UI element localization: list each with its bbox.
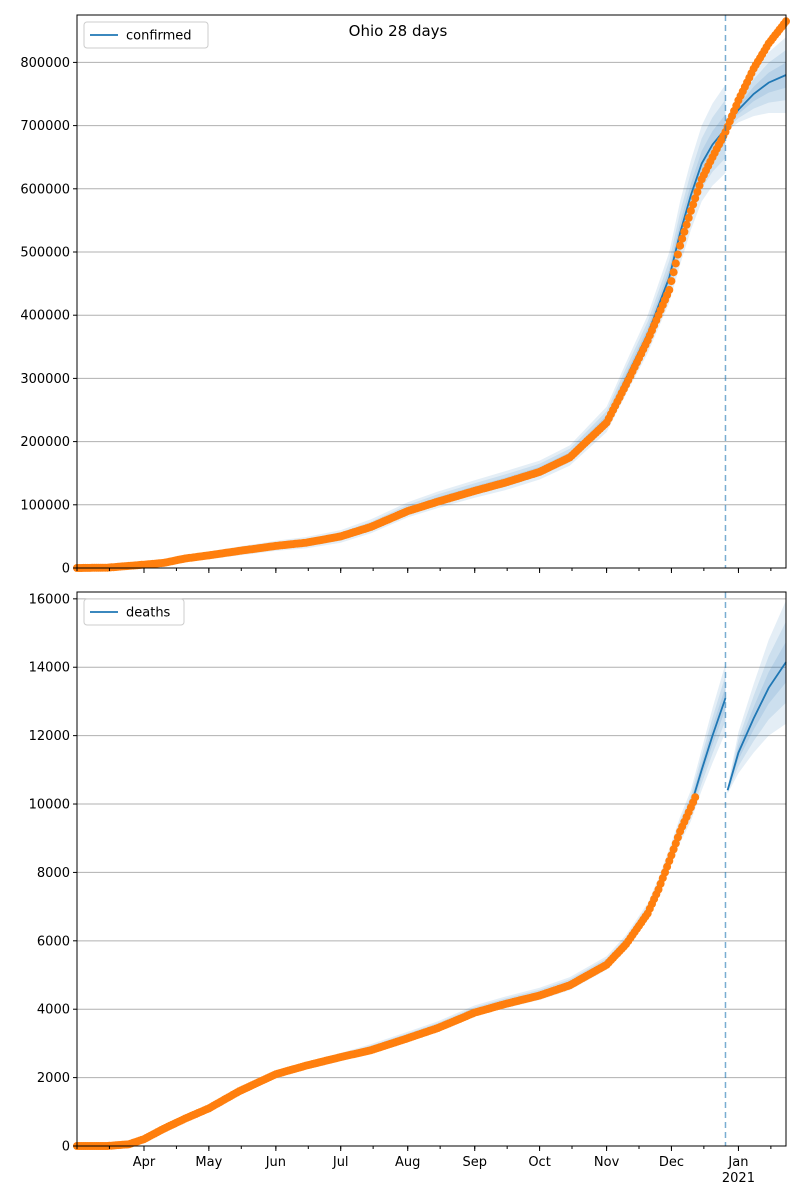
x-tick-label: Jun bbox=[265, 1155, 286, 1170]
observed-point bbox=[686, 206, 695, 215]
forecast-line bbox=[726, 661, 787, 791]
legend-box bbox=[83, 598, 185, 626]
x-tick-label: Nov bbox=[594, 1155, 620, 1170]
legend-label: deaths bbox=[126, 606, 171, 621]
chart-title: Ohio 28 days bbox=[349, 22, 448, 40]
y-tick-label: 0 bbox=[62, 1140, 70, 1155]
x-tick-label: Apr bbox=[133, 1155, 156, 1170]
y-tick-label: 500000 bbox=[20, 246, 70, 261]
y-tick-label: 800000 bbox=[20, 56, 70, 71]
legend-box bbox=[83, 21, 209, 49]
observed-point bbox=[673, 833, 682, 842]
forecast-uncertainty-band bbox=[725, 50, 786, 130]
observed-point bbox=[691, 194, 700, 203]
fit-uncertainty-band bbox=[77, 675, 726, 1146]
observed-point bbox=[678, 234, 687, 243]
y-tick-label: 600000 bbox=[20, 182, 70, 197]
observed-point bbox=[671, 839, 680, 848]
observed-point bbox=[673, 250, 682, 259]
fit-line bbox=[77, 697, 727, 1147]
x-tick-label: Aug bbox=[395, 1155, 420, 1170]
observed-point bbox=[691, 793, 700, 802]
x-tick-label: May bbox=[195, 1155, 222, 1170]
y-tick-label: 12000 bbox=[29, 729, 70, 744]
y-tick-label: 6000 bbox=[37, 934, 70, 949]
y-tick-label: 10000 bbox=[29, 798, 70, 813]
observed-point bbox=[667, 277, 676, 286]
y-tick-label: 0 bbox=[62, 562, 70, 577]
fit-uncertainty-band bbox=[77, 663, 726, 1146]
observed-point bbox=[676, 241, 685, 250]
fit-uncertainty-band bbox=[77, 114, 726, 568]
observed-point bbox=[669, 268, 678, 277]
observed-point bbox=[689, 200, 698, 209]
x-tick-label: Jul bbox=[332, 1155, 349, 1170]
x-tick-label: Sep bbox=[462, 1155, 487, 1170]
y-tick-label: 100000 bbox=[20, 498, 70, 513]
forecast-uncertainty-band bbox=[725, 62, 786, 128]
observed-point bbox=[680, 227, 689, 236]
y-tick-label: 4000 bbox=[37, 1003, 70, 1018]
fit-uncertainty-band bbox=[77, 84, 726, 568]
forecast-uncertainty-band bbox=[727, 621, 786, 793]
confirmed-panel: 0 100000 200000 300000 400000 500000 600000 700… bbox=[20, 14, 790, 577]
y-tick-label: 16000 bbox=[29, 592, 70, 607]
observed-point bbox=[695, 181, 704, 190]
y-tick-label: 700000 bbox=[20, 119, 70, 134]
y-tick-label: 2000 bbox=[37, 1071, 70, 1086]
x-tick-label: Jan bbox=[727, 1155, 748, 1170]
forecast-uncertainty-band bbox=[727, 641, 786, 792]
observed-point bbox=[682, 220, 691, 229]
observed-point bbox=[667, 851, 676, 860]
y-tick-label: 200000 bbox=[20, 435, 70, 450]
observed-point bbox=[671, 259, 680, 268]
x-tick-year-label: 2021 bbox=[722, 1171, 755, 1186]
x-tick-label: Oct bbox=[528, 1155, 550, 1170]
legend-label: confirmed bbox=[126, 29, 192, 44]
fit-uncertainty-band bbox=[77, 99, 726, 568]
axes-frame bbox=[76, 591, 787, 1147]
y-tick-label: 400000 bbox=[20, 309, 70, 324]
axes-frame bbox=[76, 14, 787, 569]
y-tick-label: 14000 bbox=[29, 661, 70, 676]
fit-line bbox=[76, 128, 727, 569]
y-tick-label: 300000 bbox=[20, 372, 70, 387]
observed-point bbox=[693, 188, 702, 196]
observed-point bbox=[665, 285, 674, 294]
y-tick-label: 8000 bbox=[37, 866, 70, 881]
deaths-panel: 0 2000 4000 6000 8000 10000 12000 14000 16000 Apr… bbox=[29, 591, 787, 1186]
x-tick-label: Dec bbox=[659, 1155, 684, 1170]
observed-point bbox=[684, 213, 693, 222]
